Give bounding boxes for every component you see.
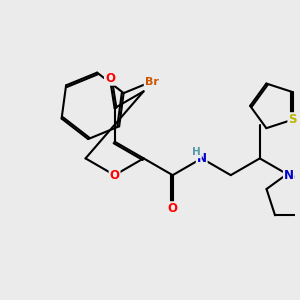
Text: N: N xyxy=(284,169,294,182)
Text: N: N xyxy=(197,152,207,165)
Text: H: H xyxy=(192,147,201,157)
Text: H: H xyxy=(198,153,206,164)
Text: S: S xyxy=(288,113,297,126)
Text: O: O xyxy=(105,72,115,85)
Text: O: O xyxy=(168,202,178,215)
Text: O: O xyxy=(110,169,120,182)
Text: Br: Br xyxy=(145,76,158,87)
